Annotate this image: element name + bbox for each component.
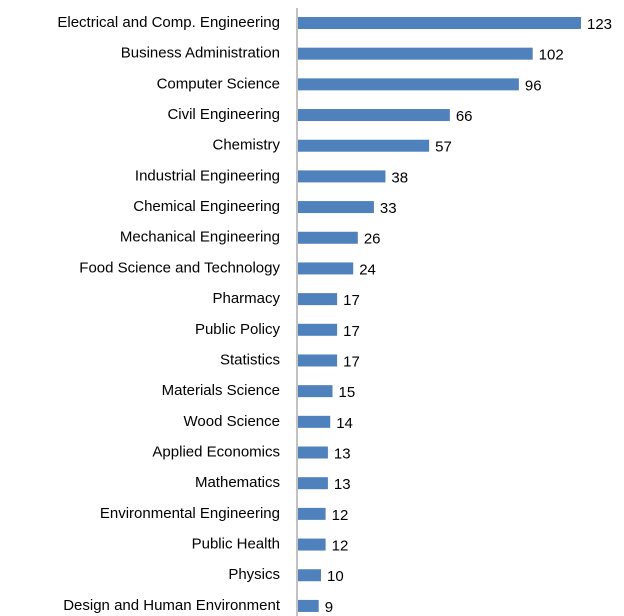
category-label: Physics (228, 566, 280, 583)
category-label: Materials Science (162, 382, 280, 399)
bar (298, 354, 338, 367)
bar (298, 139, 430, 152)
value-label: 14 (336, 415, 353, 432)
value-label: 66 (456, 108, 473, 125)
bar (298, 262, 354, 275)
category-label: Computer Science (157, 75, 280, 92)
value-label: 12 (332, 538, 349, 555)
bar (298, 17, 581, 29)
bar (298, 47, 533, 60)
category-label: Food Science and Technology (79, 259, 280, 276)
value-label: 102 (539, 47, 564, 64)
category-label: Environmental Engineering (100, 505, 280, 522)
value-label: 38 (391, 169, 408, 186)
value-label: 96 (525, 77, 542, 94)
bar (298, 477, 328, 490)
bar (298, 415, 331, 428)
category-label: Pharmacy (212, 290, 280, 307)
value-label: 17 (343, 292, 360, 309)
bar (298, 293, 338, 306)
value-label: 17 (343, 353, 360, 370)
category-label: Chemical Engineering (133, 198, 280, 215)
bar (298, 599, 319, 612)
category-label: Design and Human Environment (63, 597, 281, 614)
category-label: Public Health (192, 536, 280, 553)
category-label: Applied Economics (152, 443, 280, 460)
category-label: Business Administration (121, 45, 280, 62)
value-label: 33 (380, 200, 397, 217)
value-label: 57 (435, 139, 452, 156)
category-label: Public Policy (195, 321, 281, 338)
value-label: 12 (332, 507, 349, 524)
bar (298, 109, 450, 122)
value-label: 13 (334, 476, 351, 493)
value-label: 9 (325, 599, 333, 616)
value-label: 123 (587, 16, 612, 33)
value-label: 26 (364, 231, 381, 248)
bar (298, 201, 374, 214)
bar (298, 231, 358, 244)
value-label: 17 (343, 323, 360, 340)
value-label: 10 (327, 568, 344, 585)
bar (298, 569, 322, 582)
value-label: 13 (334, 445, 351, 462)
category-label: Wood Science (184, 413, 280, 430)
bar (298, 385, 333, 398)
category-label: Mathematics (195, 474, 280, 491)
category-label: Industrial Engineering (135, 167, 280, 184)
bar (298, 170, 386, 183)
category-label: Civil Engineering (167, 106, 280, 123)
bar (298, 78, 519, 91)
bar (298, 446, 328, 459)
bar (298, 538, 326, 551)
category-label: Statistics (220, 351, 280, 368)
bar (298, 323, 338, 336)
category-label: Electrical and Comp. Engineering (57, 14, 280, 31)
category-label: Chemistry (212, 137, 280, 154)
value-label: 24 (359, 261, 376, 278)
category-label: Mechanical Engineering (120, 229, 280, 246)
value-label: 15 (339, 384, 356, 401)
bar (298, 507, 326, 520)
